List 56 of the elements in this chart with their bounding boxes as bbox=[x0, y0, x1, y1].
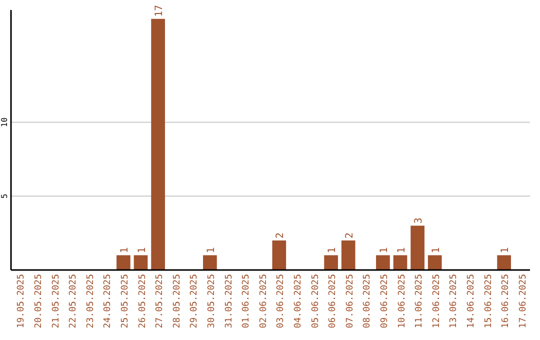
x-tick-label: 13.06.2025 bbox=[449, 274, 460, 328]
bar bbox=[272, 240, 286, 270]
x-tick-label: 25.05.2025 bbox=[120, 274, 130, 328]
x-tick-label: 31.05.2025 bbox=[224, 274, 234, 328]
y-tick-label: 5 bbox=[0, 194, 9, 199]
x-tick-label: 05.06.2025 bbox=[310, 274, 321, 328]
data-label: 1 bbox=[500, 247, 512, 254]
data-label: 1 bbox=[136, 247, 148, 254]
x-tick-label: 07.06.2025 bbox=[345, 274, 356, 328]
data-label: 3 bbox=[414, 218, 425, 224]
data-label: 1 bbox=[327, 247, 338, 254]
x-tick-label: 29.05.2025 bbox=[190, 274, 200, 328]
x-tick-label: 20.05.2025 bbox=[34, 274, 44, 328]
x-tick-label: 09.06.2025 bbox=[380, 274, 390, 328]
x-tick-label: 19.05.2025 bbox=[16, 274, 27, 328]
bar bbox=[324, 255, 338, 270]
x-tick-label: 26.05.2025 bbox=[138, 274, 148, 328]
bar bbox=[203, 255, 217, 270]
x-tick-label: 15.06.2025 bbox=[484, 274, 494, 328]
x-tick-label: 16.06.2025 bbox=[501, 274, 512, 328]
x-tick-label: 17.06.2025 bbox=[518, 274, 528, 328]
data-label: 1 bbox=[396, 247, 408, 254]
x-tick-label: 08.06.2025 bbox=[362, 274, 373, 328]
data-label: 1 bbox=[430, 247, 442, 254]
x-tick-label: 10.06.2025 bbox=[397, 274, 408, 328]
bar bbox=[428, 255, 442, 270]
x-tick-label: 27.05.2025 bbox=[155, 274, 166, 328]
x-tick-label: 22.05.2025 bbox=[68, 274, 79, 328]
x-tick-label: 01.06.2025 bbox=[242, 274, 252, 328]
data-label: 1 bbox=[206, 247, 217, 254]
data-label: 1 bbox=[119, 247, 130, 254]
x-tick-label: 12.06.2025 bbox=[432, 274, 442, 328]
bar bbox=[341, 240, 356, 270]
data-label: 2 bbox=[344, 232, 356, 238]
data-label: 2 bbox=[275, 232, 286, 238]
x-tick-label: 21.05.2025 bbox=[51, 274, 62, 328]
data-label: 1 bbox=[378, 247, 390, 254]
bar bbox=[151, 18, 165, 270]
x-tick-label: 24.05.2025 bbox=[103, 274, 114, 328]
x-tick-label: 23.05.2025 bbox=[86, 274, 96, 328]
x-tick-label: 28.05.2025 bbox=[172, 274, 182, 328]
x-tick-label: 06.06.2025 bbox=[328, 274, 338, 328]
x-tick-label: 02.06.2025 bbox=[258, 274, 269, 328]
x-tick-label: 14.06.2025 bbox=[466, 274, 476, 328]
x-tick-label: 11.06.2025 bbox=[414, 274, 425, 328]
y-tick-label: 10 bbox=[0, 117, 9, 128]
bar bbox=[497, 255, 511, 270]
x-tick-label: 03.06.2025 bbox=[276, 274, 286, 328]
bar bbox=[410, 226, 424, 270]
bar bbox=[376, 255, 390, 270]
data-label: 17 bbox=[154, 4, 166, 17]
bar bbox=[116, 255, 130, 270]
x-tick-label: 04.06.2025 bbox=[293, 274, 304, 328]
x-tick-label: 30.05.2025 bbox=[206, 274, 217, 328]
bar bbox=[134, 255, 148, 270]
bar bbox=[393, 255, 408, 270]
